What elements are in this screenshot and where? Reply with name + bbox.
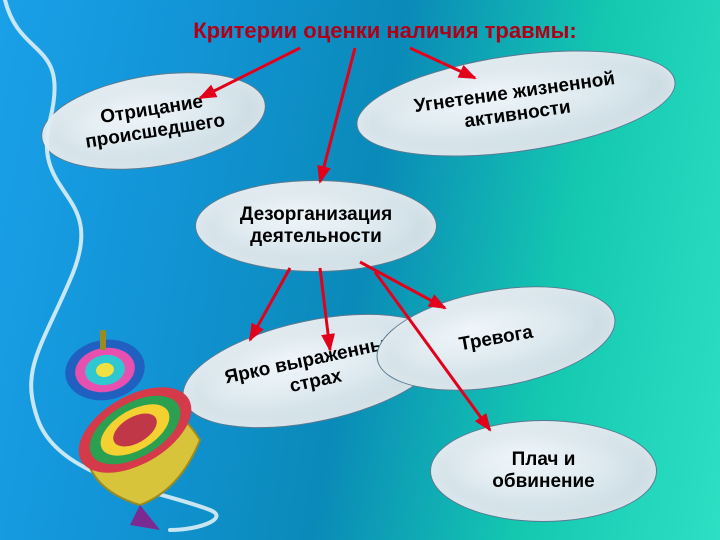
toy-icon xyxy=(60,330,205,530)
bubble-label: Дезорганизациядеятельности xyxy=(236,200,396,252)
bubble-suppress: Угнетение жизненнойактивности xyxy=(350,33,682,174)
bubble-label: Плач иобвинение xyxy=(488,445,598,497)
bubble-disorg: Дезорганизациядеятельности xyxy=(195,180,437,272)
bubble-label: Ярко выраженныйстрах xyxy=(218,327,409,416)
bubble-label: Угнетение жизненнойактивности xyxy=(408,63,624,143)
slide-title: Критерии оценки наличия травмы: xyxy=(185,18,585,44)
bubble-cry: Плач иобвинение xyxy=(430,420,657,522)
bubble-denial: Отрицаниепроисшедшего xyxy=(34,58,273,184)
slide-title-text: Критерии оценки наличия травмы: xyxy=(193,18,576,43)
slide-canvas: Критерии оценки наличия травмы: Отрицани… xyxy=(0,0,720,540)
bubble-label: Отрицаниепроисшедшего xyxy=(76,84,231,158)
bubble-label: Тревога xyxy=(453,317,540,361)
